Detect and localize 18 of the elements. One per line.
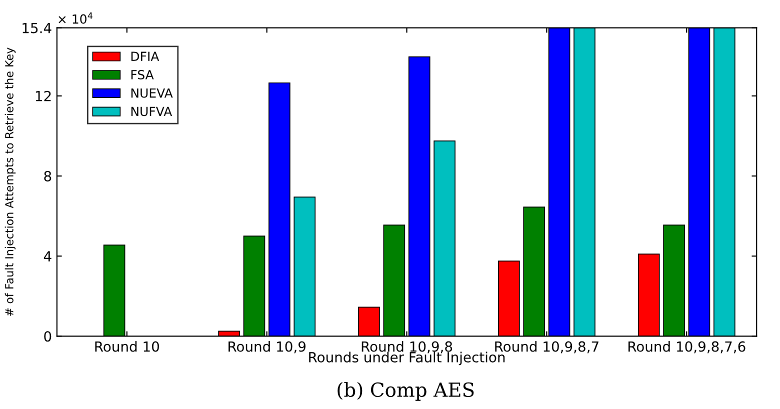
text: × 10$^{4}$ bbox=[58, 12, 92, 24]
x-tick-label: Round 10,9 bbox=[228, 341, 306, 354]
y-tick-label: 0 bbox=[44, 331, 52, 342]
x-tick-label: Round 10,9,8,7,6 bbox=[628, 341, 746, 354]
legend-label: DFIA bbox=[131, 52, 160, 61]
x-tick-label: Round 10,9,8 bbox=[362, 341, 452, 354]
text: (b) Comp AES bbox=[338, 382, 474, 401]
y-tick-label: 4 bbox=[44, 251, 52, 262]
x-tick-label: Round 10,9,8,7 bbox=[495, 341, 598, 354]
x-axis-title: Rounds under Fault Injection bbox=[309, 352, 505, 366]
legend-label: FSA bbox=[131, 70, 154, 80]
y-tick-label: 15.4 bbox=[22, 22, 52, 34]
y-tick-label: 12 bbox=[36, 90, 51, 102]
legend-label: NUEVA bbox=[131, 88, 173, 98]
y-axis-title: # of Fault Injection Attempts to Retrieve the Key bbox=[4, 48, 16, 316]
x-tick-label: Round 10 bbox=[95, 341, 159, 352]
y-tick-label: 8 bbox=[44, 170, 52, 182]
legend-label: NUFVA bbox=[131, 106, 172, 116]
